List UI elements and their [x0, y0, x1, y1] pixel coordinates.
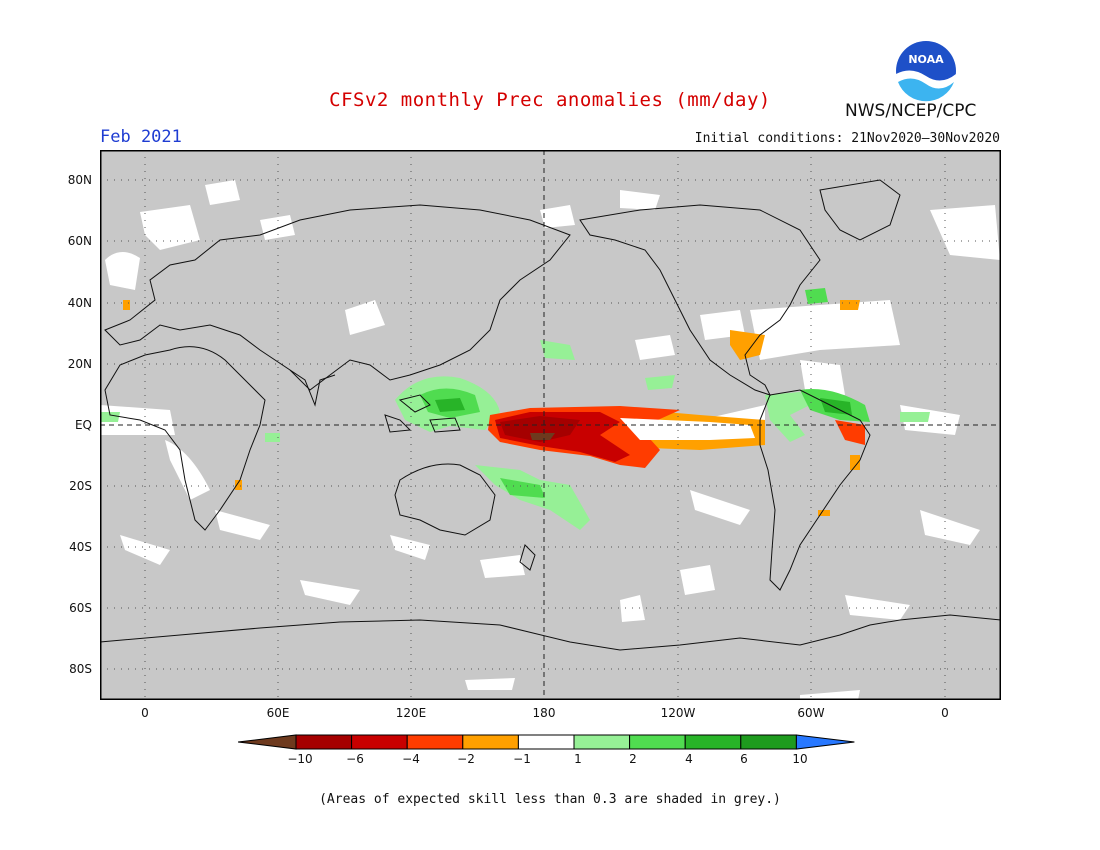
forecast-month: Feb 2021 [100, 127, 182, 147]
lat-label-eq: EQ [74, 418, 92, 432]
colorbar-cell [629, 734, 686, 750]
colorbar-cell [517, 734, 575, 750]
lat-label-80n: 80N [67, 173, 92, 187]
coastlines [100, 179, 1001, 700]
map-title: CFSv2 monthly Prec anomalies (mm/day) [329, 89, 771, 111]
lon-label-120w: 120W [660, 706, 696, 720]
lon-label-0: 0 [141, 706, 149, 720]
colorbar-label: 10 [792, 752, 808, 766]
colorbar [238, 734, 855, 750]
colorbar-label: 2 [629, 752, 637, 766]
colorbar-label: −1 [513, 752, 531, 766]
equator-dateline [100, 150, 1001, 700]
colorbar-label: −2 [457, 752, 475, 766]
initial-conditions: Initial conditions: 21Nov2020–30Nov2020 [694, 131, 1000, 146]
colorbar-label: 6 [740, 752, 748, 766]
colorbar-label: 4 [685, 752, 693, 766]
colorbar-cell [573, 734, 631, 750]
lat-label-40n: 40N [67, 296, 92, 310]
lat-label-60n: 60N [67, 234, 92, 248]
lon-label-60w: 60W [797, 706, 825, 720]
lat-label-40s: 40S [69, 540, 92, 554]
precipitation-anomaly-map [100, 150, 1001, 700]
map-frame [100, 150, 1001, 700]
colorbar-label: 1 [574, 752, 582, 766]
colorbar-label: −10 [287, 752, 313, 766]
organization-label: NWS/NCEP/CPC [845, 101, 977, 121]
negative-anomaly-patches [123, 300, 865, 516]
lat-label-20n: 20N [67, 357, 92, 371]
noaa-logo: NOAA [896, 41, 956, 102]
colorbar-label: −4 [402, 752, 420, 766]
lon-label-180: 180 [532, 706, 556, 720]
positive-anomaly-patches [100, 288, 930, 530]
skill-footnote: (Areas of expected skill less than 0.3 a… [319, 792, 781, 807]
colorbar-cell [740, 734, 797, 750]
lon-label-0-east: 0 [941, 706, 949, 720]
colorbar-cell [462, 734, 519, 750]
colorbar-arrow-low [238, 734, 297, 750]
lat-label-80s: 80S [69, 662, 92, 676]
colorbar-cell [351, 734, 408, 750]
colorbar-cell [406, 734, 464, 750]
svg-text:NOAA: NOAA [908, 53, 944, 66]
colorbar-arrow-high [795, 734, 855, 750]
colorbar-label: −6 [346, 752, 364, 766]
colorbar-cell [684, 734, 742, 750]
gridlines [100, 150, 1001, 700]
lon-label-120e: 120E [395, 706, 427, 720]
lat-label-60s: 60S [69, 601, 92, 615]
colorbar-cell [295, 734, 353, 750]
lon-label-60e: 60E [266, 706, 290, 720]
lat-label-20s: 20S [69, 479, 92, 493]
